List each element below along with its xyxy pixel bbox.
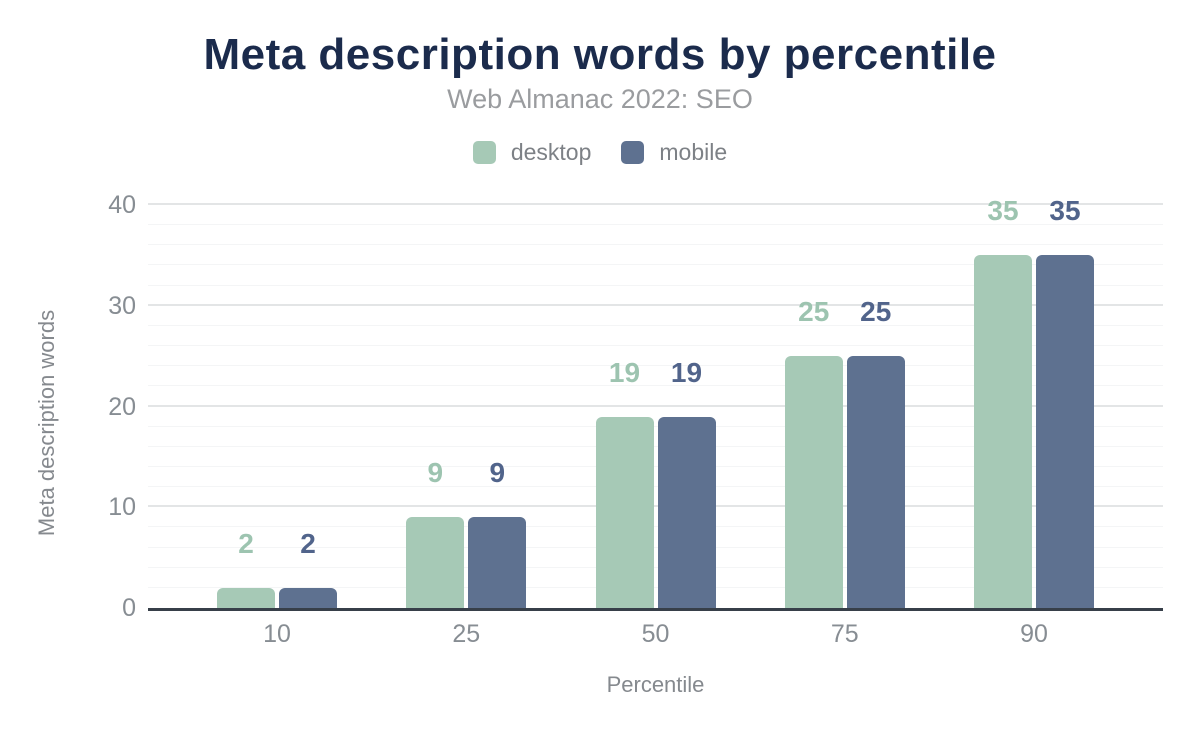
y-axis-tick-label: 20 — [108, 392, 136, 421]
gridline-minor — [148, 445, 1163, 447]
bar-value-label-mobile-p90: 35 — [1049, 195, 1081, 226]
gridline-major — [148, 303, 1163, 306]
gridline-minor — [148, 244, 1163, 246]
bar-mobile-p50 — [657, 417, 716, 608]
bar-value-label-desktop-p50: 19 — [608, 357, 641, 388]
gridline-minor — [148, 546, 1163, 548]
bar-desktop-p10 — [217, 588, 275, 608]
x-axis-title: Percentile — [606, 672, 705, 697]
y-axis-tick-label: 40 — [108, 191, 136, 219]
bar-mobile-p10 — [279, 588, 337, 608]
bar-desktop-p50 — [595, 417, 654, 608]
gridline-major — [148, 203, 1163, 205]
gridline-minor — [148, 365, 1163, 367]
y-axis-tick-label: 10 — [108, 493, 136, 522]
bar-mobile-p90 — [1036, 255, 1094, 608]
gridline-minor — [148, 345, 1163, 347]
legend-swatch-icon-desktop — [472, 141, 496, 164]
y-axis-title: Meta description words — [34, 309, 59, 536]
chart-title: Meta description words by percentile — [203, 30, 997, 79]
gridline-minor — [148, 284, 1163, 286]
legend-item-desktop: desktop — [472, 139, 592, 166]
bar-value-label-desktop-p10: 2 — [238, 528, 254, 559]
legend-item-mobile: mobile — [621, 139, 727, 166]
bar-value-label-desktop-p90: 35 — [987, 195, 1019, 226]
y-axis-tick-label: 30 — [108, 291, 136, 320]
bar-desktop-p75 — [784, 356, 843, 608]
gridline-minor — [148, 385, 1163, 387]
legend-swatch-icon-mobile — [621, 141, 645, 164]
bar-desktop-p25 — [406, 517, 465, 608]
x-axis-tick-label-90: 90 — [1020, 620, 1048, 648]
bar-value-label-mobile-p10: 2 — [300, 528, 316, 559]
legend-label-mobile: mobile — [659, 139, 728, 165]
bar-value-label-mobile-p25: 9 — [489, 457, 506, 488]
gridline-major — [148, 404, 1163, 407]
bar-mobile-p25 — [468, 517, 527, 608]
gridline-minor — [148, 224, 1163, 226]
gridline-major — [148, 505, 1163, 508]
gridline-minor — [148, 566, 1163, 568]
gridline-minor — [148, 425, 1163, 427]
gridline-minor — [148, 465, 1163, 467]
bar-value-label-mobile-p50: 19 — [670, 357, 703, 388]
gridline-minor — [148, 586, 1163, 588]
x-axis-tick-label-75: 75 — [830, 620, 859, 648]
gridline-minor — [148, 486, 1163, 488]
chart-subtitle: Web Almanac 2022: SEO — [447, 84, 753, 114]
x-axis-tick-label-25: 25 — [452, 620, 481, 648]
plot-area: Meta description words Percentile 0 10 20 3… — [34, 192, 1163, 697]
bar-mobile-p75 — [846, 356, 905, 608]
bar-value-label-desktop-p25: 9 — [427, 457, 444, 488]
gridline-minor — [148, 526, 1163, 528]
legend-label-desktop: desktop — [510, 139, 592, 165]
bar-desktop-p90 — [974, 255, 1032, 608]
x-axis-tick-label-10: 10 — [263, 620, 291, 648]
gridline-minor — [148, 324, 1163, 326]
y-axis-tick-label: 0 — [122, 594, 136, 622]
x-axis-tick-label-50: 50 — [641, 620, 670, 648]
x-axis-line — [148, 608, 1163, 611]
bar-value-label-desktop-p75: 25 — [798, 296, 830, 327]
gridline-minor — [148, 264, 1163, 266]
legend: desktop mobile — [0, 139, 1200, 166]
bar-value-label-mobile-p75: 25 — [860, 296, 892, 327]
